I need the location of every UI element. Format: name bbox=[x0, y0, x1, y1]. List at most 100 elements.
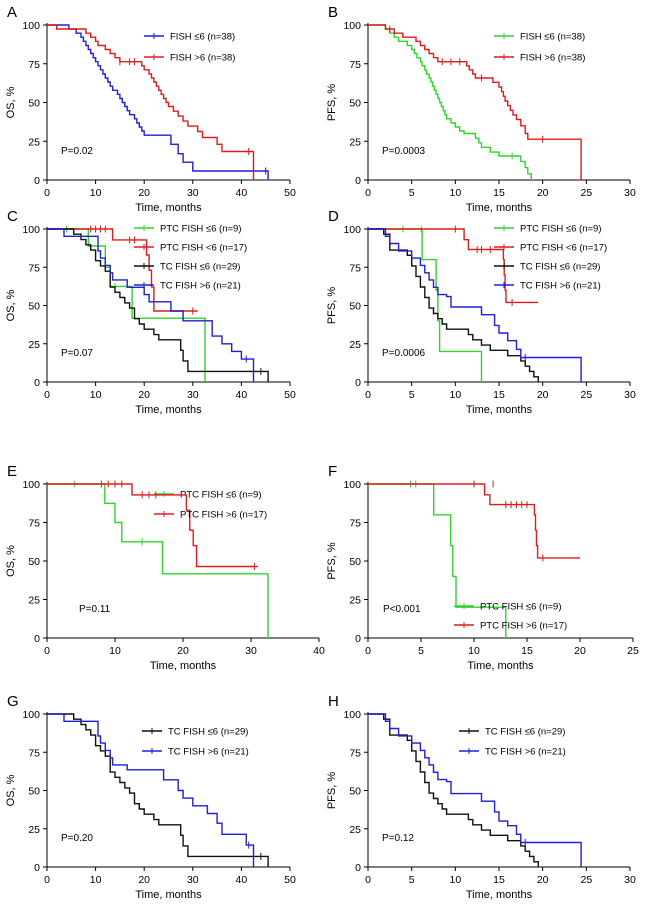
x-tick-label: 40 bbox=[236, 389, 248, 401]
panel-letter: A bbox=[7, 4, 17, 21]
y-tick-label: 100 bbox=[343, 479, 361, 491]
legend-label: TC FISH >6 (n=21) bbox=[485, 747, 566, 758]
legend-label: TC FISH ≤6 (n=29) bbox=[520, 262, 600, 273]
x-tick-label: 10 bbox=[449, 389, 461, 401]
legend-label: PTC FISH ≤6 (n=9) bbox=[160, 224, 242, 235]
x-tick-label: 15 bbox=[521, 645, 533, 657]
legend-label: PTC FISH <6 (n=17) bbox=[160, 243, 247, 254]
panel-h: H 0 5 10 15 20 25 30 0 25 50 75 100 Time, months PFS, … bbox=[326, 693, 636, 901]
x-tick-label: 20 bbox=[537, 389, 549, 401]
x-tick-label: 15 bbox=[493, 874, 505, 886]
y-tick-label: 0 bbox=[355, 862, 361, 874]
x-tick-label: 0 bbox=[44, 874, 50, 886]
y-axis-title: PFS, % bbox=[326, 542, 338, 580]
survival-curve bbox=[368, 24, 582, 180]
legend-label: TC FISH >6 (n=21) bbox=[520, 281, 601, 292]
y-tick-label: 0 bbox=[34, 377, 40, 389]
y-axis-title: OS, % bbox=[5, 774, 17, 806]
x-tick-label: 0 bbox=[365, 187, 371, 199]
y-tick-label: 100 bbox=[22, 20, 40, 32]
x-axis-title: Time, months bbox=[466, 404, 533, 416]
panel-e: E 0 10 20 30 40 0 25 50 75 100 Time, months OS, % PTC… bbox=[5, 463, 325, 672]
p-value: P=0.0006 bbox=[382, 348, 426, 359]
x-tick-label: 15 bbox=[493, 187, 505, 199]
x-tick-label: 20 bbox=[574, 645, 586, 657]
y-tick-label: 75 bbox=[28, 59, 40, 71]
x-tick-label: 25 bbox=[580, 389, 592, 401]
y-tick-label: 75 bbox=[28, 518, 40, 530]
x-tick-label: 5 bbox=[409, 874, 415, 886]
y-tick-label: 25 bbox=[349, 136, 361, 148]
legend-label: PTC FISH >6 (n=17) bbox=[480, 621, 567, 632]
x-axis-title: Time, months bbox=[467, 660, 534, 672]
p-value: P<0.001 bbox=[383, 604, 421, 615]
y-tick-label: 25 bbox=[349, 595, 361, 607]
x-tick-label: 15 bbox=[493, 389, 505, 401]
panel-a: A 0 10 20 30 40 50 0 25 50 75 100 Time, months OS, % F… bbox=[5, 4, 296, 214]
survival-curve bbox=[368, 483, 580, 559]
x-tick-label: 20 bbox=[537, 874, 549, 886]
x-axis-title: Time, months bbox=[150, 660, 217, 672]
x-tick-label: 30 bbox=[187, 874, 199, 886]
x-tick-label: 30 bbox=[187, 389, 199, 401]
y-axis-title: PFS, % bbox=[326, 84, 338, 122]
y-tick-label: 50 bbox=[349, 786, 361, 798]
x-axis-title: Time, months bbox=[466, 889, 533, 901]
y-axis-title: OS, % bbox=[5, 289, 17, 321]
y-tick-label: 100 bbox=[343, 20, 361, 32]
x-tick-label: 40 bbox=[313, 645, 325, 657]
x-axis-title: Time, months bbox=[135, 202, 202, 214]
panel-letter: E bbox=[7, 463, 17, 480]
x-tick-label: 40 bbox=[236, 187, 248, 199]
x-tick-label: 0 bbox=[365, 389, 371, 401]
y-axis-title: PFS, % bbox=[326, 287, 338, 325]
y-tick-label: 0 bbox=[34, 862, 40, 874]
x-axis-title: Time, months bbox=[135, 404, 202, 416]
x-tick-label: 10 bbox=[109, 645, 121, 657]
p-value: P=0.07 bbox=[61, 348, 93, 359]
x-tick-label: 0 bbox=[365, 645, 371, 657]
y-tick-label: 0 bbox=[355, 377, 361, 389]
p-value: P=0.02 bbox=[61, 146, 93, 157]
legend-label: TC FISH >6 (n=21) bbox=[160, 281, 241, 292]
legend-label: PTC FISH <6 (n=17) bbox=[520, 243, 607, 254]
survival-curve bbox=[47, 228, 198, 312]
x-tick-label: 0 bbox=[44, 389, 50, 401]
x-tick-label: 30 bbox=[245, 645, 257, 657]
x-tick-label: 40 bbox=[236, 874, 248, 886]
legend-label: PTC FISH >6 (n=17) bbox=[180, 510, 267, 521]
x-tick-label: 20 bbox=[138, 187, 150, 199]
y-tick-label: 100 bbox=[343, 709, 361, 721]
p-value: P=0.11 bbox=[79, 604, 111, 615]
y-tick-label: 0 bbox=[355, 175, 361, 187]
y-tick-label: 75 bbox=[349, 59, 361, 71]
x-axis-title: Time, months bbox=[466, 202, 533, 214]
x-tick-label: 5 bbox=[409, 389, 415, 401]
y-tick-label: 100 bbox=[22, 709, 40, 721]
x-tick-label: 50 bbox=[284, 389, 296, 401]
x-tick-label: 30 bbox=[624, 187, 636, 199]
x-tick-label: 30 bbox=[187, 187, 199, 199]
x-tick-label: 20 bbox=[138, 874, 150, 886]
survival-curve bbox=[47, 483, 269, 638]
legend-label: FISH ≤6 (n=38) bbox=[170, 32, 235, 43]
x-tick-label: 50 bbox=[284, 187, 296, 199]
y-tick-label: 25 bbox=[349, 339, 361, 351]
y-tick-label: 50 bbox=[28, 786, 40, 798]
y-tick-label: 100 bbox=[22, 479, 40, 491]
panel-letter: D bbox=[328, 208, 339, 225]
y-tick-label: 50 bbox=[28, 98, 40, 110]
x-tick-label: 10 bbox=[90, 187, 102, 199]
y-tick-label: 0 bbox=[34, 175, 40, 187]
p-value: P=0.12 bbox=[382, 833, 414, 844]
y-tick-label: 25 bbox=[28, 339, 40, 351]
y-tick-label: 100 bbox=[22, 224, 40, 236]
panel-g: G 0 10 20 30 40 50 0 25 50 75 100 Time, months OS, % T… bbox=[5, 693, 296, 901]
x-axis-title: Time, months bbox=[135, 889, 202, 901]
legend-label: FISH ≤6 (n=38) bbox=[520, 32, 585, 43]
x-tick-label: 20 bbox=[537, 187, 549, 199]
panel-c: C 0 10 20 30 40 50 0 25 50 75 100 Time, months OS, % P… bbox=[5, 208, 296, 416]
y-tick-label: 50 bbox=[349, 556, 361, 568]
x-tick-label: 10 bbox=[449, 187, 461, 199]
